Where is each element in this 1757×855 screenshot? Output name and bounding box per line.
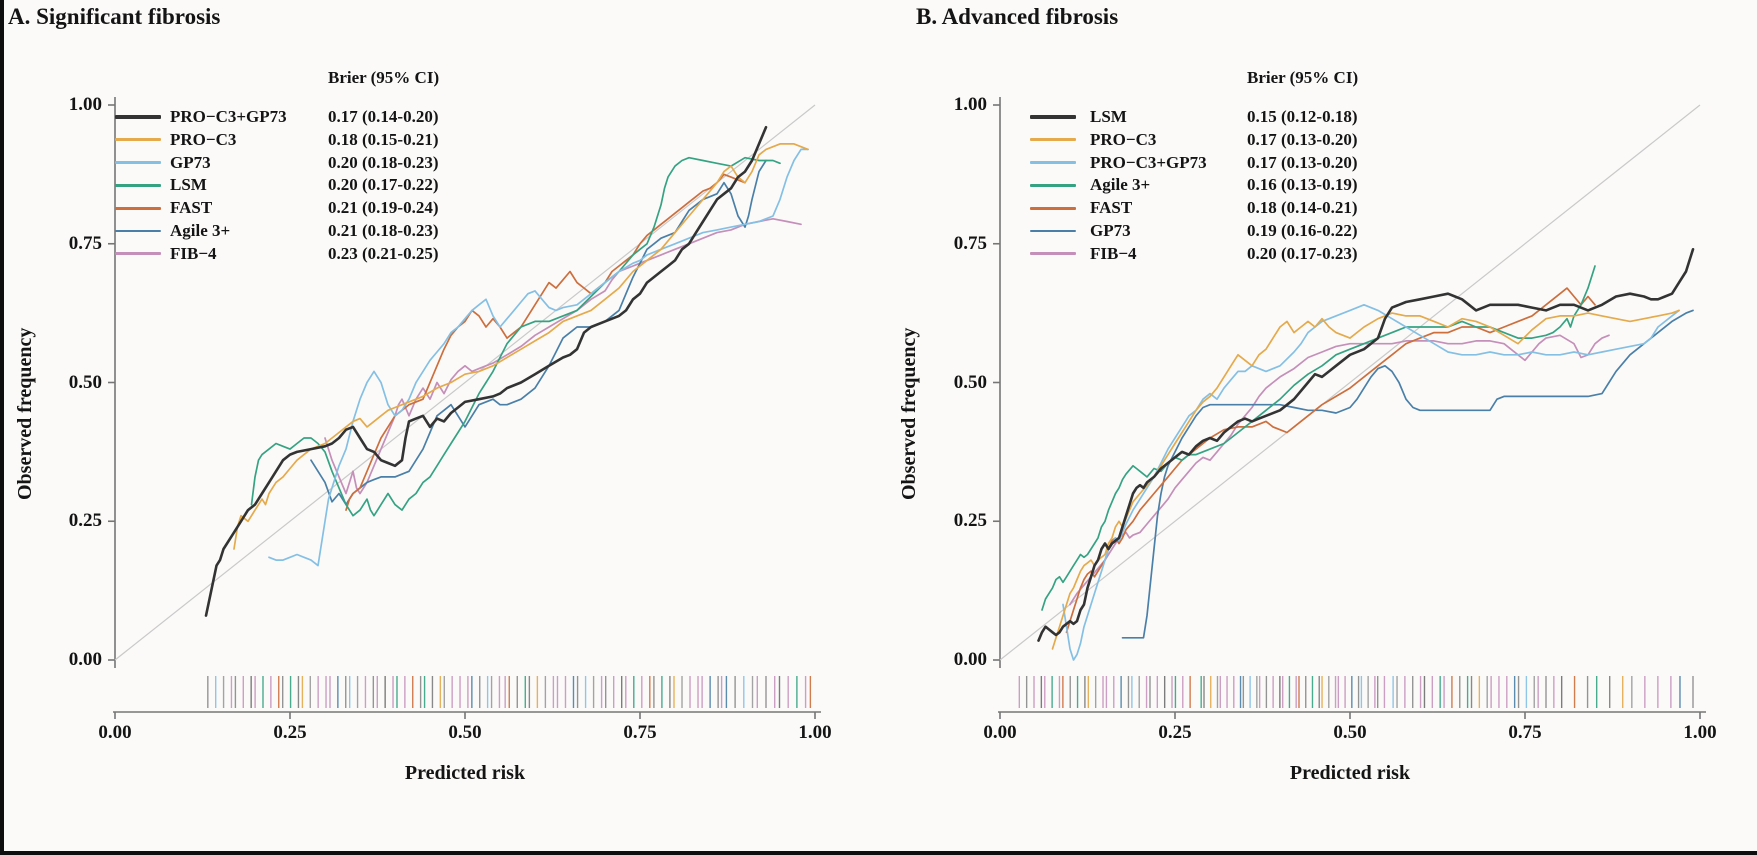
legend-swatch	[115, 206, 161, 210]
legend-swatch	[1030, 184, 1076, 187]
legend-series-label: PRO−C3	[1090, 129, 1157, 149]
y-tick-label: 0.75	[953, 232, 987, 254]
panel-b-legend-header: Brier (95% CI)	[1247, 68, 1359, 87]
legend-brier-value: 0.21 (0.19-0.24)	[328, 198, 439, 218]
calibration-curve-PRO−C3	[1051, 309, 1680, 650]
y-tick-label: 1.00	[953, 94, 987, 115]
legend-brier-value: 0.19 (0.16-0.22)	[1247, 221, 1358, 240]
y-tick-label: 0.00	[953, 649, 987, 670]
x-tick-label: 0.75	[623, 722, 657, 743]
legend-series-label: PRO−C3	[170, 129, 237, 149]
legend-series-label: PRO−C3+GP73	[1090, 152, 1207, 172]
legend-series-label: FAST	[170, 198, 213, 218]
legend-swatch	[1030, 229, 1076, 233]
legend-swatch	[115, 252, 161, 256]
calibration-curve-PRO−C3	[233, 143, 809, 550]
x-tick-label: 0.50	[448, 722, 482, 743]
legend-series-label: FAST	[1090, 198, 1133, 218]
legend-series-label: Agile 3+	[1090, 175, 1151, 195]
y-tick-label: 0.25	[953, 510, 987, 532]
legend-brier-value: 0.17 (0.13-0.20)	[1247, 152, 1358, 172]
legend-swatch	[115, 138, 161, 142]
calibration-curve-Agile 3+	[310, 159, 767, 506]
legend-series-label: LSM	[170, 175, 207, 195]
x-tick-label: 1.00	[1683, 722, 1717, 743]
calibration-curve-PRO−C3+GP73	[1062, 303, 1680, 661]
y-tick-label: 0.50	[68, 371, 102, 393]
y-tick-label: 0.50	[953, 371, 987, 393]
legend-brier-value: 0.23 (0.21-0.25)	[328, 243, 439, 263]
panel-b-x-axis-title: Predicted risk	[1289, 762, 1411, 784]
legend-series-label: FIB−4	[1090, 243, 1137, 263]
x-tick-label: 0.25	[273, 722, 307, 743]
panel-b-y-axis-title: Observed frequency	[898, 327, 920, 500]
x-tick-label: 0.75	[1508, 722, 1542, 743]
legend-brier-value: 0.18 (0.14-0.21)	[1247, 198, 1358, 218]
legend-series-label: Agile 3+	[170, 221, 231, 240]
calibration-curve-LSM	[250, 156, 781, 517]
legend-swatch	[1030, 138, 1076, 142]
legend-brier-value: 0.20 (0.17-0.23)	[1247, 243, 1358, 263]
legend-series-label: GP73	[170, 152, 211, 172]
legend-brier-value: 0.15 (0.12-0.18)	[1247, 107, 1358, 126]
x-tick-label: 0.50	[1333, 722, 1367, 743]
legend-swatch	[115, 161, 161, 164]
x-tick-label: 1.00	[798, 722, 832, 743]
panel-a-y-axis-title: Observed frequency	[14, 327, 36, 500]
calibration-curve-PRO−C3+GP73	[204, 125, 768, 617]
y-tick-label: 1.00	[68, 94, 102, 115]
legend-brier-value: 0.20 (0.18-0.23)	[328, 152, 439, 172]
screen-left-edge	[0, 0, 4, 855]
x-tick-label: 0.25	[1158, 722, 1192, 743]
calibration-curve-LSM	[1037, 248, 1695, 642]
calibration-curve-Agile 3+	[1041, 265, 1596, 611]
y-tick-label: 0.25	[68, 510, 102, 532]
legend-brier-value: 0.16 (0.13-0.19)	[1247, 175, 1358, 195]
legend-swatch	[1030, 161, 1076, 164]
legend-brier-value: 0.17 (0.13-0.20)	[1247, 129, 1358, 149]
legend-series-label: GP73	[1090, 221, 1131, 240]
calibration-curve-FAST	[345, 173, 746, 511]
legend-series-label: LSM	[1090, 107, 1127, 126]
calibration-curve-GP73	[1121, 309, 1694, 639]
legend-swatch	[1030, 206, 1076, 210]
legend-swatch	[1030, 115, 1076, 119]
identity-reference-line	[114, 104, 816, 661]
x-tick-label: 0.00	[98, 722, 132, 743]
panel-a-title: A. Significant fibrosis	[8, 4, 221, 29]
legend-swatch	[115, 184, 161, 187]
x-tick-label: 0.00	[983, 722, 1017, 743]
legend-brier-value: 0.20 (0.17-0.22)	[328, 175, 439, 195]
legend-brier-value: 0.21 (0.18-0.23)	[328, 221, 439, 240]
legend-series-label: FIB−4	[170, 243, 217, 263]
panel-b-title: B. Advanced fibrosis	[916, 4, 1119, 29]
y-tick-label: 0.00	[68, 649, 102, 670]
panel-a-x-axis-title: Predicted risk	[404, 762, 526, 784]
calibration-curve-FIB−4	[1069, 334, 1610, 606]
panel-a-legend-header: Brier (95% CI)	[328, 68, 440, 87]
legend-series-label: PRO−C3+GP73	[170, 107, 287, 126]
legend-swatch	[115, 229, 161, 233]
legend-swatch	[115, 115, 161, 119]
legend-brier-value: 0.17 (0.14-0.20)	[328, 107, 439, 126]
screen-bottom-edge	[0, 851, 1757, 855]
legend-swatch	[1030, 252, 1076, 256]
identity-reference-line	[999, 104, 1701, 661]
legend-brier-value: 0.18 (0.15-0.21)	[328, 129, 439, 149]
calibration-curve-FAST	[1065, 287, 1596, 634]
y-tick-label: 0.75	[68, 232, 102, 254]
